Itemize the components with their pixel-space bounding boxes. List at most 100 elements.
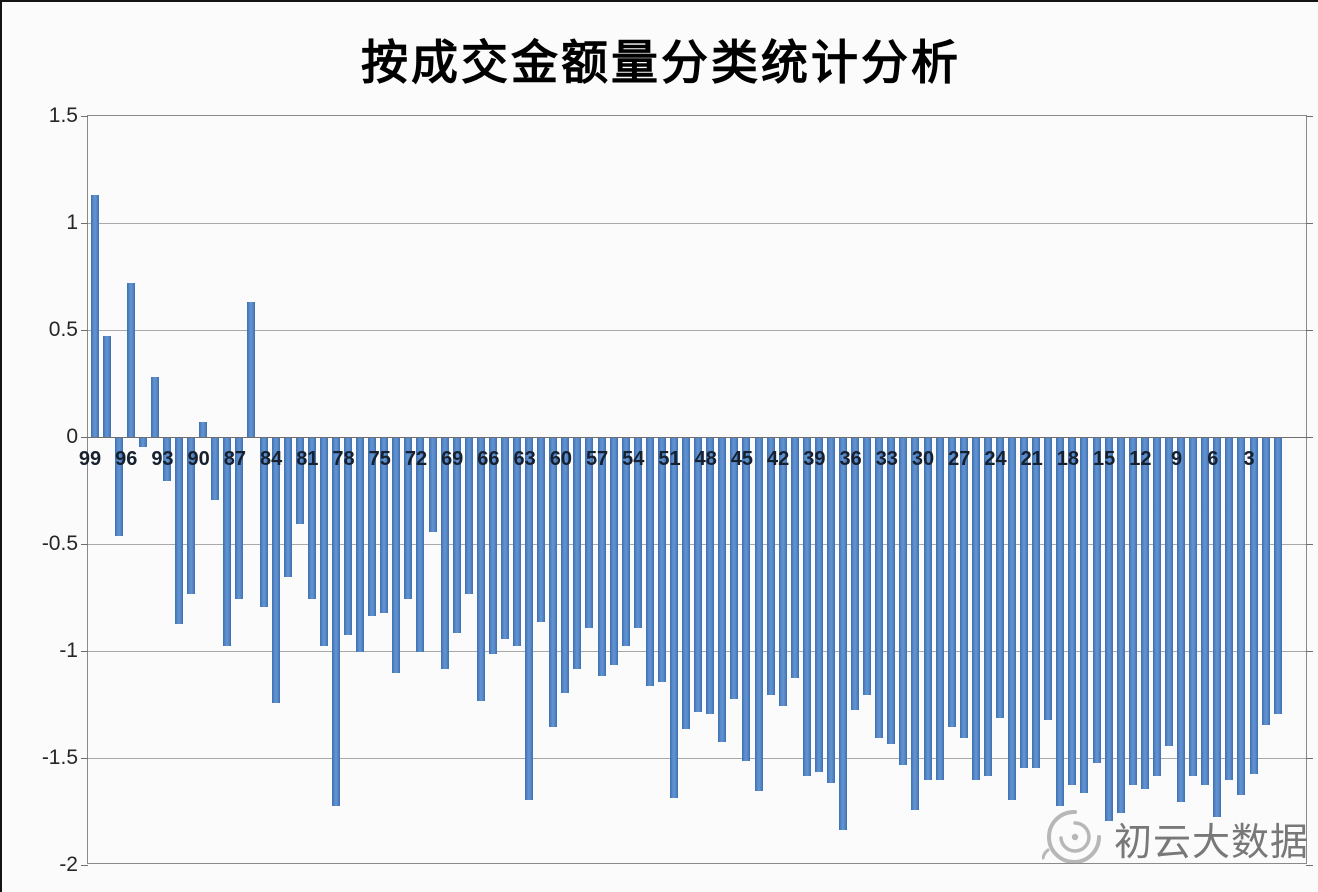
x-axis-tick-label: 27	[948, 448, 971, 470]
bar-category-69	[452, 438, 461, 633]
x-axis-tick-label: 96	[115, 448, 138, 470]
x-axis-tick-label: 93	[151, 448, 174, 470]
bar-category-56	[609, 438, 618, 665]
axis-tick	[81, 651, 88, 652]
bar-category-99	[90, 195, 99, 437]
x-axis-tick-label: 78	[332, 448, 355, 470]
bar-category-97	[114, 438, 123, 537]
bar-category-35	[863, 438, 872, 695]
y-axis-tick-label: -1	[59, 639, 78, 662]
bar-category-77	[356, 438, 365, 652]
watermark-text: 初云大数据	[1114, 821, 1310, 864]
x-axis-tick-label: 84	[259, 448, 283, 470]
y-axis-tick-label: -0.5	[41, 532, 78, 555]
bar-category-31	[911, 438, 920, 811]
bar-category-52	[657, 438, 666, 682]
bar-category-34	[875, 438, 884, 738]
bar-category-21	[1032, 438, 1041, 768]
bar-category-58	[585, 438, 594, 629]
axis-tick	[1306, 865, 1313, 866]
bar-category-59	[573, 438, 582, 670]
bar-category-12	[1140, 438, 1149, 789]
bar-category-96	[126, 282, 135, 437]
x-axis-tick-label: 57	[585, 448, 609, 470]
axis-tick	[1306, 544, 1313, 545]
bar-category-33	[887, 438, 896, 745]
bar-category-70	[440, 438, 449, 670]
bar-category-22	[1020, 438, 1029, 768]
axis-tick	[81, 116, 88, 117]
bar-category-93	[162, 438, 171, 481]
bar-category-18	[1068, 438, 1077, 785]
x-axis-tick-label: 54	[622, 448, 645, 470]
x-axis-tick-label: 66	[477, 448, 500, 470]
x-axis-tick-label: 99	[78, 448, 102, 470]
bar-category-17	[1080, 438, 1089, 794]
x-axis-tick-label: 12	[1129, 448, 1152, 470]
bar-category-16	[1092, 438, 1101, 764]
x-axis-zero-line	[88, 437, 1306, 438]
axis-tick	[1306, 330, 1313, 331]
bar-category-38	[826, 438, 835, 783]
bar-category-78	[344, 438, 353, 635]
y-axis-tick-label: -2	[59, 853, 78, 876]
bar-category-75	[380, 438, 389, 614]
bar-category-92	[175, 438, 183, 625]
bar-category-44	[754, 438, 763, 792]
bar-category-67	[476, 438, 485, 702]
bar-category-36	[851, 438, 860, 710]
bar-category-10	[1164, 438, 1173, 747]
bar-category-43	[766, 438, 775, 695]
plot-area: 1.5 1 0.5 0 -0.5 -1 -1.5 -2 99 96 93 90 87 84 81 78 75 72…	[42, 104, 1313, 876]
gridline	[88, 223, 1306, 224]
bar-category-76	[368, 438, 377, 616]
bar-category-88	[223, 438, 232, 646]
bar-category-57	[597, 438, 606, 676]
bar-category-23	[1008, 438, 1017, 800]
axis-tick	[81, 544, 88, 545]
bar-category-74	[392, 438, 401, 674]
axis-tick	[1306, 116, 1313, 117]
chart-title: 按成交金额量分类统计分析	[361, 38, 961, 90]
watermark: 初云大数据	[1042, 798, 1312, 878]
bar-category-98	[102, 336, 111, 437]
axis-tick	[1306, 651, 1313, 652]
bar-category-40	[802, 438, 811, 777]
x-axis-tick-label: 18	[1056, 448, 1080, 470]
x-axis-tick-label: 21	[1020, 448, 1043, 470]
x-axis-tick-label: 81	[296, 448, 319, 470]
bar-category-90	[199, 422, 208, 437]
bar-category-64	[513, 438, 522, 646]
bar-category-15	[1104, 438, 1113, 822]
bar-category-29	[935, 438, 944, 781]
bar-category-65	[500, 438, 509, 640]
bar-category-85	[259, 438, 268, 608]
bar-category-8	[1189, 438, 1198, 777]
bar-category-5	[1225, 438, 1234, 781]
bar-category-26	[971, 438, 980, 781]
bar-category-19	[1056, 438, 1065, 807]
bar-category-11	[1152, 438, 1161, 777]
axis-tick	[1306, 223, 1313, 224]
y-axis-tick-label: 0	[66, 425, 78, 448]
x-axis-tick-label: 33	[875, 448, 898, 470]
bar-category-80	[319, 438, 328, 646]
y-axis-tick-label: 1	[66, 211, 78, 234]
bar-category-95	[138, 438, 147, 447]
bar-category-91	[187, 438, 196, 595]
bar-category-7	[1201, 438, 1210, 785]
bar-category-2	[1261, 438, 1270, 725]
bar-category-20	[1044, 438, 1053, 721]
bar-category-41	[790, 438, 799, 678]
bar-category-9	[1177, 438, 1186, 802]
bar-category-79	[331, 438, 340, 807]
x-axis-tick-label: 60	[549, 448, 572, 470]
axis-tick	[81, 758, 88, 759]
x-axis-tick-label: 15	[1093, 448, 1116, 470]
gridline	[88, 330, 1306, 331]
y-axis-tick-label: 1.5	[48, 104, 78, 127]
bar-category-89	[211, 438, 220, 501]
bar-category-45	[742, 438, 751, 762]
x-axis-tick-label: 48	[694, 448, 717, 470]
